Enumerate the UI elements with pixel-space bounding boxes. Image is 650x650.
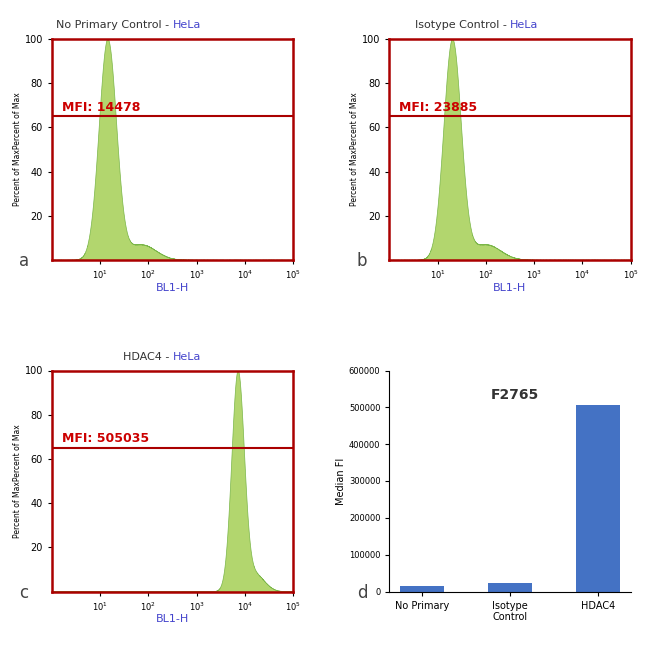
Y-axis label: Median FI: Median FI: [336, 458, 346, 504]
Text: F2765: F2765: [491, 388, 539, 402]
Y-axis label: Percent of MaxPercent of Max: Percent of MaxPercent of Max: [13, 92, 22, 207]
Bar: [576, 406, 619, 592]
Y-axis label: Percent of MaxPercent of Max: Percent of MaxPercent of Max: [13, 424, 22, 538]
Text: MFI: 505035: MFI: 505035: [62, 432, 149, 445]
Text: d: d: [357, 584, 367, 602]
X-axis label: BL1-H: BL1-H: [156, 614, 189, 624]
Text: MFI: 23885: MFI: 23885: [399, 101, 477, 114]
Text: a: a: [20, 252, 30, 270]
Text: HeLa: HeLa: [510, 20, 538, 30]
Text: HDAC4 -: HDAC4 -: [123, 352, 172, 361]
Text: Isotype Control -: Isotype Control -: [415, 20, 510, 30]
Text: No Primary Control -: No Primary Control -: [56, 20, 172, 30]
Text: b: b: [357, 252, 367, 270]
X-axis label: BL1-H: BL1-H: [156, 283, 189, 292]
Bar: [400, 586, 444, 592]
Text: HeLa: HeLa: [172, 20, 201, 30]
Text: c: c: [20, 584, 29, 602]
Bar: [488, 582, 532, 592]
X-axis label: BL1-H: BL1-H: [493, 283, 526, 292]
Text: MFI: 14478: MFI: 14478: [62, 101, 140, 114]
Text: HeLa: HeLa: [172, 352, 201, 361]
Y-axis label: Percent of MaxPercent of Max: Percent of MaxPercent of Max: [350, 92, 359, 207]
